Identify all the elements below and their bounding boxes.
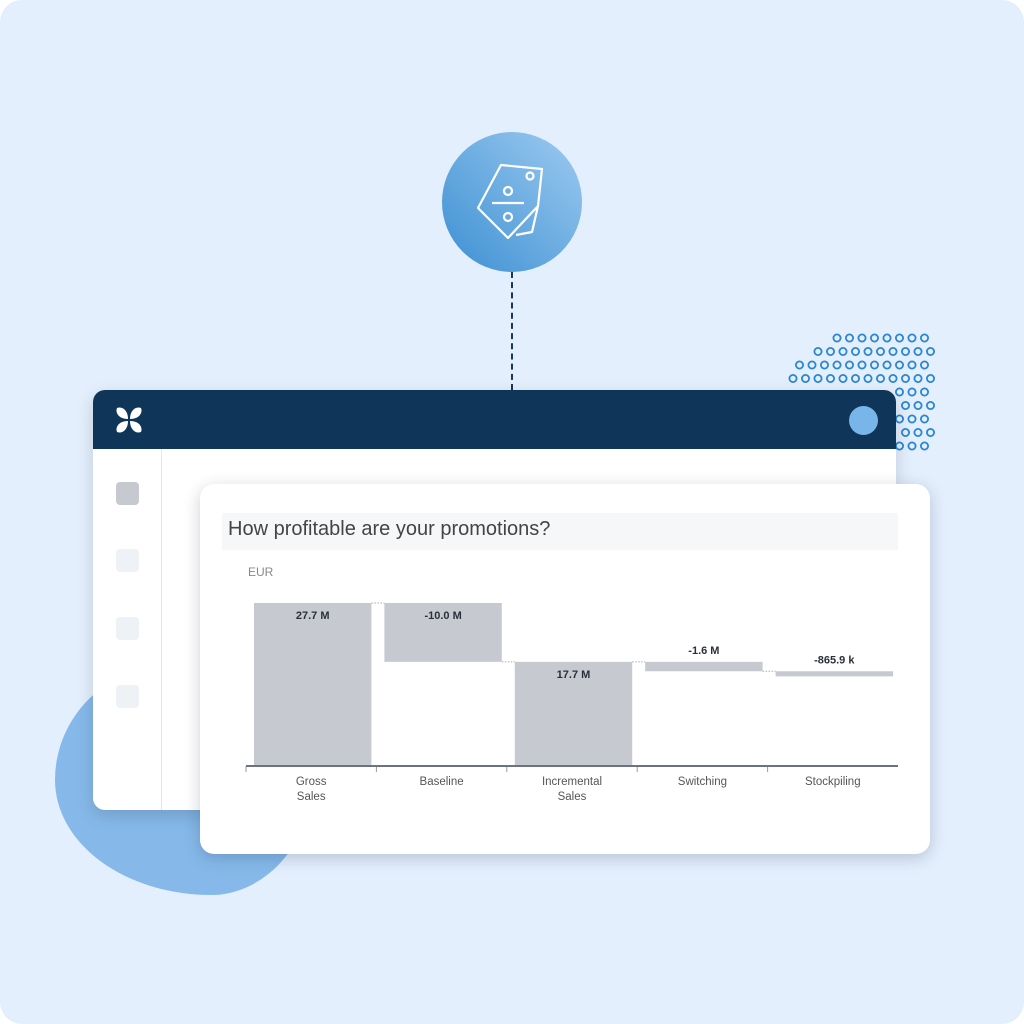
dot	[826, 346, 836, 356]
chart-card: 27.7 M Gross Sales -10.0 M Baseline 17.7 M Inc…	[200, 484, 930, 854]
connector-line	[511, 272, 513, 390]
category-label: Incremental	[542, 776, 602, 788]
dot	[913, 400, 923, 410]
dot	[888, 373, 898, 383]
y-axis-unit-label: EUR	[248, 565, 274, 579]
dot	[913, 427, 923, 437]
dot	[807, 360, 817, 370]
dot	[926, 373, 936, 383]
dot	[813, 346, 823, 356]
dot	[876, 373, 886, 383]
dot	[907, 414, 917, 424]
dot	[913, 346, 923, 356]
promotion-badge	[442, 132, 582, 272]
dot	[882, 360, 892, 370]
dot	[907, 333, 917, 343]
category-label: Sales	[297, 791, 326, 803]
price-tag-percent-icon	[476, 163, 544, 240]
sidebar-item[interactable]	[116, 685, 139, 708]
category-label: Switching	[678, 776, 727, 788]
dot	[907, 360, 917, 370]
dot	[926, 400, 936, 410]
dot	[813, 373, 823, 383]
dot	[788, 373, 798, 383]
category-label: Baseline	[420, 776, 464, 788]
data-label: -1.6 M	[688, 645, 719, 657]
dot	[801, 373, 811, 383]
sidebar-item-active[interactable]	[116, 482, 139, 505]
bar	[645, 661, 763, 672]
bar	[254, 603, 372, 766]
data-label: 17.7 M	[557, 669, 591, 681]
sidebar-item[interactable]	[116, 549, 139, 572]
dot	[901, 427, 911, 437]
dot	[901, 400, 911, 410]
dot	[826, 373, 836, 383]
dot	[895, 333, 905, 343]
category-label: Stockpiling	[805, 776, 861, 788]
dot	[845, 333, 855, 343]
dot	[926, 427, 936, 437]
dot	[845, 360, 855, 370]
butterfly-logo	[116, 407, 142, 433]
dot	[920, 387, 930, 397]
dot	[895, 360, 905, 370]
sidebar-item[interactable]	[116, 617, 139, 640]
dot	[832, 333, 842, 343]
bar	[384, 603, 502, 662]
dot	[920, 360, 930, 370]
dot	[857, 360, 867, 370]
dot	[863, 373, 873, 383]
data-label: 27.7 M	[296, 610, 330, 622]
dot	[870, 333, 880, 343]
data-label: -10.0 M	[424, 610, 461, 622]
data-label: -865.9 k	[814, 654, 855, 666]
category-label: Sales	[558, 791, 587, 803]
window-header	[93, 390, 896, 449]
bar	[775, 671, 893, 677]
dot	[888, 346, 898, 356]
dot	[857, 333, 867, 343]
card-title-bar: How profitable are your promotions?	[222, 513, 898, 550]
dot	[895, 414, 905, 424]
dot	[795, 360, 805, 370]
dot	[926, 346, 936, 356]
sidebar	[93, 449, 162, 810]
bar	[514, 661, 633, 766]
dot	[870, 360, 880, 370]
dot	[851, 373, 861, 383]
dot	[901, 346, 911, 356]
dot	[920, 441, 930, 451]
dot	[907, 441, 917, 451]
dot	[851, 346, 861, 356]
dot	[907, 387, 917, 397]
dot	[838, 346, 848, 356]
dot	[876, 346, 886, 356]
dot	[863, 346, 873, 356]
dot	[901, 373, 911, 383]
waterfall-chart: 27.7 M Gross Sales -10.0 M Baseline 17.7 M Inc…	[245, 602, 898, 803]
chart-title: How profitable are your promotions?	[228, 518, 551, 540]
dot	[832, 360, 842, 370]
dot	[838, 373, 848, 383]
category-label: Gross	[296, 776, 327, 788]
dot	[820, 360, 830, 370]
dot	[913, 373, 923, 383]
dot	[895, 387, 905, 397]
user-avatar[interactable]	[849, 406, 878, 435]
dot	[882, 333, 892, 343]
dot	[920, 333, 930, 343]
dot	[895, 441, 905, 451]
dot	[920, 414, 930, 424]
